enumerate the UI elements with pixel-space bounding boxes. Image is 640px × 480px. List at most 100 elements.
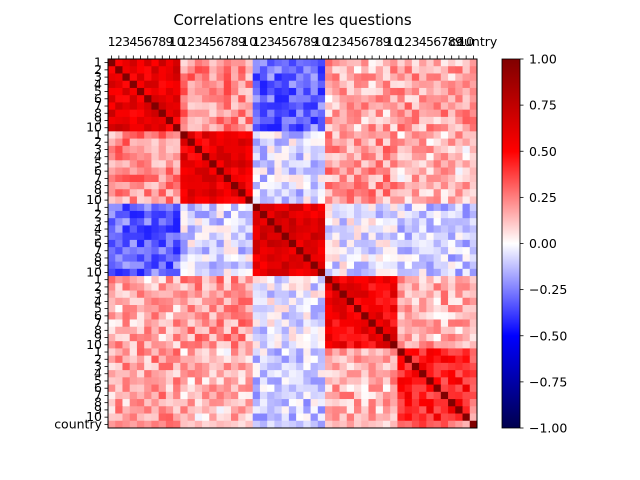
heatmap-cell [115,203,123,212]
heatmap-cell [361,341,369,349]
heatmap-cell [368,196,377,205]
heatmap-cell [151,333,160,342]
heatmap-cell [375,333,384,342]
heatmap-cell [267,124,275,132]
heatmap-cell [455,160,463,168]
heatmap-cell [267,384,275,393]
heatmap-cell [209,283,217,291]
heatmap-cell [317,160,326,168]
heatmap-cell [129,218,138,226]
heatmap-cell [361,333,369,342]
heatmap-cell [245,182,254,190]
heatmap-cell [158,145,167,154]
heatmap-cell [382,218,391,226]
heatmap-cell [252,305,261,313]
heatmap-cell [245,203,254,212]
heatmap-cell [361,247,369,255]
heatmap-cell [267,261,275,270]
heatmap-cell [180,210,188,219]
heatmap-cell [469,283,478,291]
heatmap-cell [433,80,442,89]
heatmap-cell [274,254,283,262]
heatmap-cell [216,268,225,277]
heatmap-cell [144,196,152,205]
heatmap-cell [202,305,210,313]
heatmap-cell [426,174,434,183]
heatmap-cell [339,95,348,103]
heatmap-cell [165,138,174,147]
heatmap-cell [390,399,398,407]
heatmap-cell [375,124,384,132]
heatmap-cell [281,377,290,385]
heatmap-cell [158,406,167,414]
heatmap-cell [303,399,311,407]
heatmap-cell [267,225,275,234]
heatmap-cell [332,276,340,284]
heatmap-cell [382,406,391,414]
heatmap-cell [368,399,377,407]
heatmap-cell [404,290,413,299]
heatmap-cell [303,59,311,67]
heatmap-cell [390,312,398,320]
heatmap-cell [238,87,246,96]
heatmap-cell [151,276,160,284]
heatmap-cell [252,276,261,284]
heatmap-cell [158,196,167,205]
heatmap-cell [115,218,123,226]
y-tick-label: 3 [94,141,102,156]
heatmap-cell [426,254,434,262]
y-tick-label: 8 [94,322,102,337]
heatmap-cell [440,131,449,139]
heatmap-cell [404,276,413,284]
heatmap-cell [462,66,471,74]
heatmap-cell [317,87,326,96]
heatmap-cell [144,145,152,154]
heatmap-cell [361,153,369,161]
heatmap-cell [390,80,398,89]
heatmap-cell [339,124,348,132]
y-tick-label: 9 [94,330,102,345]
heatmap-cell [433,225,442,234]
heatmap-cell [361,116,369,125]
heatmap-cell [382,370,391,378]
heatmap-cell [339,254,348,262]
heatmap-cell [375,370,384,378]
heatmap-cell [325,391,333,400]
y-tick-label: 7 [94,315,102,330]
heatmap-cell [267,348,275,357]
x-tick-label: 8 [448,34,456,49]
heatmap-cell [151,413,160,422]
heatmap-cell [411,239,420,248]
heatmap-cell [108,116,116,125]
heatmap-cell [411,189,420,197]
heatmap-cell [108,333,116,342]
heatmap-cell [375,102,384,111]
heatmap-cell [354,218,362,226]
heatmap-cell [440,420,449,429]
heatmap-cell [310,297,319,306]
heatmap-cell [151,167,160,176]
heatmap-cell [238,218,246,226]
heatmap-cell [144,326,152,335]
heatmap-cell [144,174,152,183]
heatmap-cell [411,333,420,342]
heatmap-cell [433,239,442,248]
heatmap-cell [216,377,225,385]
heatmap-cell [209,290,217,299]
heatmap-cell [122,225,131,234]
heatmap-cell [419,261,427,270]
heatmap-cell [187,131,196,139]
heatmap-cell [238,341,246,349]
heatmap-cell [411,131,420,139]
heatmap-cell [462,268,471,277]
heatmap-cell [339,196,348,205]
heatmap-cell [223,254,232,262]
heatmap-cell [310,276,319,284]
heatmap-cell [390,109,398,118]
heatmap-cell [310,87,319,96]
heatmap-cell [274,124,283,132]
heatmap-cell [187,182,196,190]
heatmap-cell [216,362,225,371]
heatmap-cell [129,225,138,234]
heatmap-cell [259,362,268,371]
